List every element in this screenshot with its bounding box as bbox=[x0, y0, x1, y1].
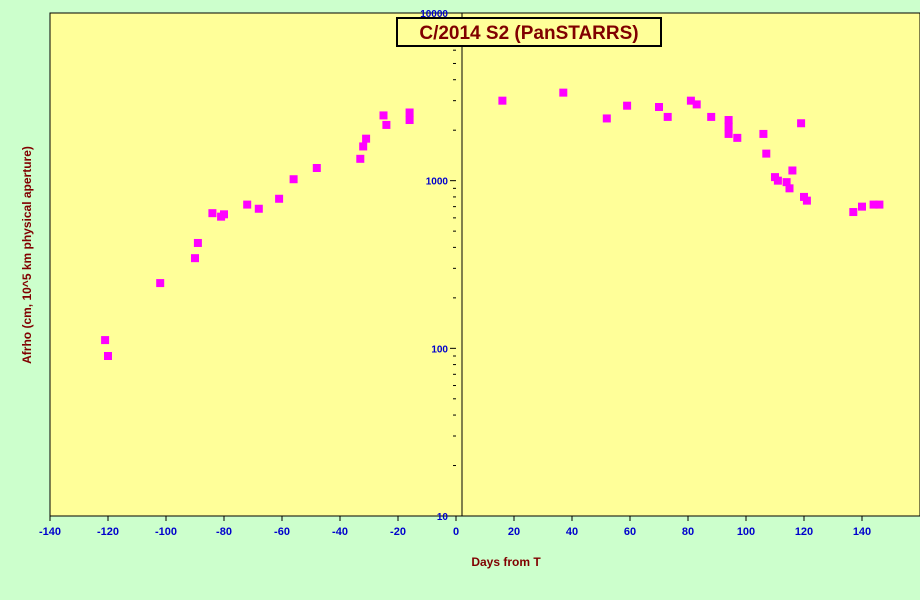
data-point bbox=[405, 108, 414, 117]
data-point bbox=[623, 101, 632, 110]
data-point bbox=[275, 194, 284, 203]
data-point bbox=[875, 200, 884, 209]
data-point bbox=[312, 163, 321, 172]
y-tick-label: 100 bbox=[431, 344, 448, 355]
data-point bbox=[191, 254, 199, 263]
x-tick-label: 100 bbox=[737, 526, 755, 538]
data-point bbox=[405, 116, 414, 125]
data-point bbox=[788, 166, 797, 175]
data-point bbox=[686, 96, 695, 105]
y-tick-label: 1000 bbox=[426, 177, 449, 188]
y-axis-title: Afrho (cm, 10^5 km physical aperture) bbox=[20, 146, 34, 364]
data-point bbox=[802, 196, 811, 205]
data-points bbox=[101, 88, 884, 361]
data-point bbox=[663, 112, 672, 121]
data-point bbox=[243, 200, 252, 209]
data-point bbox=[858, 202, 866, 211]
data-point bbox=[849, 208, 858, 217]
data-point bbox=[156, 279, 165, 288]
y-tick-label: 10000 bbox=[420, 9, 448, 20]
data-point bbox=[869, 200, 878, 209]
x-tick-label: -60 bbox=[274, 526, 290, 538]
data-point bbox=[382, 120, 391, 129]
y-axis: 10 100 1000 10000 bbox=[420, 9, 463, 523]
data-point bbox=[782, 178, 791, 187]
data-point bbox=[724, 129, 733, 138]
data-point bbox=[797, 119, 806, 128]
x-tick-label: -120 bbox=[97, 526, 119, 538]
x-tick-label: 60 bbox=[624, 526, 636, 538]
data-point bbox=[356, 154, 365, 163]
data-point bbox=[104, 352, 112, 361]
x-tick-label: 80 bbox=[682, 526, 694, 538]
x-axis-title: Days from T bbox=[471, 555, 541, 569]
data-point bbox=[707, 112, 716, 121]
data-point bbox=[362, 134, 371, 143]
data-point bbox=[208, 209, 217, 218]
data-point bbox=[559, 88, 568, 97]
data-point bbox=[785, 184, 794, 193]
x-tick-label: -40 bbox=[332, 526, 348, 538]
x-tick-label: 140 bbox=[853, 526, 871, 538]
data-point bbox=[773, 176, 782, 185]
data-point bbox=[602, 114, 611, 123]
x-tick-label: 120 bbox=[795, 526, 813, 538]
data-point bbox=[759, 129, 768, 138]
data-point bbox=[724, 116, 733, 125]
y-tick-label: 10 bbox=[437, 512, 449, 523]
data-point bbox=[762, 149, 771, 158]
data-point bbox=[359, 142, 368, 151]
x-axis: -140 -120 -100 -80 -60 -40 -20 0 20 40 60 80 100 120 1… bbox=[39, 515, 920, 538]
data-point bbox=[724, 122, 733, 131]
x-tick-label: -100 bbox=[155, 526, 177, 538]
x-tick-label: -140 bbox=[39, 526, 61, 538]
data-point bbox=[289, 175, 298, 184]
data-point bbox=[193, 238, 202, 247]
x-tick-label: 40 bbox=[566, 526, 578, 538]
x-tick-label: -20 bbox=[390, 526, 406, 538]
data-point bbox=[733, 133, 742, 142]
data-point bbox=[101, 336, 110, 345]
plot-area bbox=[49, 12, 920, 517]
data-point bbox=[655, 103, 663, 112]
data-point bbox=[692, 100, 701, 109]
data-point bbox=[220, 210, 228, 219]
x-tick-label: 20 bbox=[508, 526, 520, 538]
x-tick-label: 0 bbox=[453, 526, 459, 538]
title-box bbox=[396, 17, 662, 47]
chart-title: C/2014 S2 (PanSTARRS) bbox=[419, 23, 638, 44]
data-point bbox=[379, 111, 388, 120]
data-point bbox=[254, 204, 263, 213]
x-tick-label: -80 bbox=[216, 526, 232, 538]
data-point bbox=[498, 96, 507, 105]
